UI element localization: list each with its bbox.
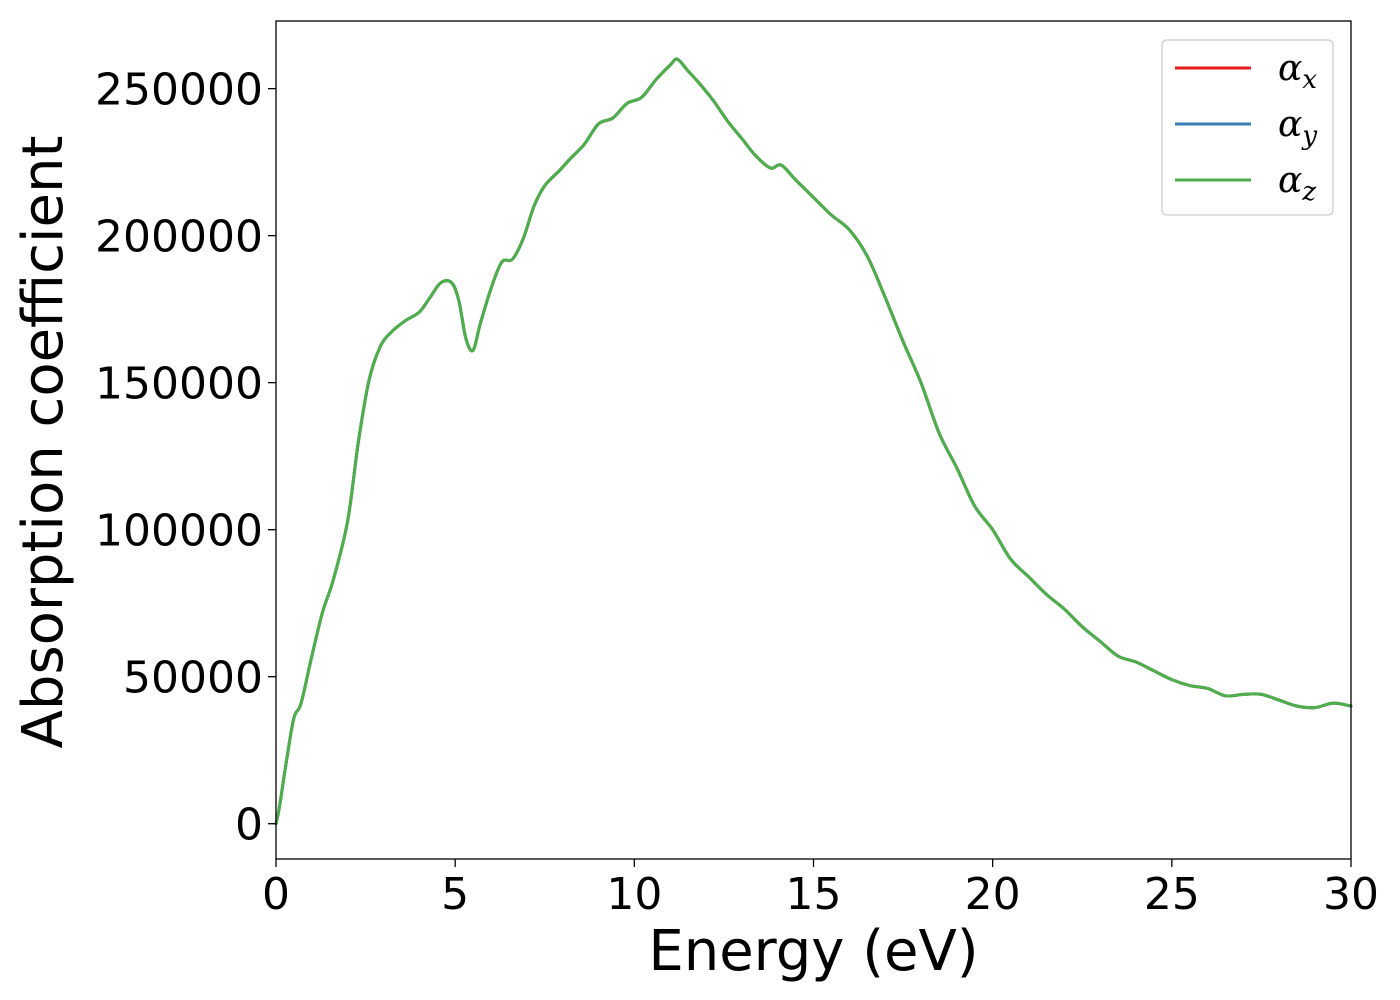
x-tick-label: 0 — [262, 869, 290, 920]
series-line-z — [274, 57, 1353, 826]
x-tick-label: 20 — [965, 869, 1021, 920]
x-tick-label: 10 — [606, 869, 662, 920]
x-tick-label: 15 — [786, 869, 842, 920]
legend-label-z: αz — [1278, 160, 1316, 207]
y-tick-label: 150000 — [95, 359, 263, 410]
legend-label-y: αy — [1278, 104, 1317, 151]
y-tick-label: 250000 — [95, 65, 263, 116]
x-tick-label: 30 — [1323, 869, 1379, 920]
x-axis-title: Energy (eV) — [648, 919, 978, 984]
y-tick-label: 100000 — [95, 506, 263, 557]
y-tick-label: 50000 — [123, 653, 263, 704]
x-tick-label: 5 — [441, 869, 469, 920]
legend-label-x: αx — [1278, 48, 1317, 95]
axis-ticks: 0 5 10 15 20 25 30 0 50000 100000 150000 200000 2500… — [95, 65, 1379, 920]
series-lines — [274, 57, 1353, 826]
y-axis-title: Absorption coefficient — [11, 136, 76, 749]
y-tick-label: 0 — [235, 800, 263, 851]
x-tick-label: 25 — [1144, 869, 1200, 920]
legend: αx αy αz — [1161, 39, 1334, 216]
legend-box — [1161, 39, 1334, 216]
y-tick-label: 200000 — [95, 212, 263, 263]
